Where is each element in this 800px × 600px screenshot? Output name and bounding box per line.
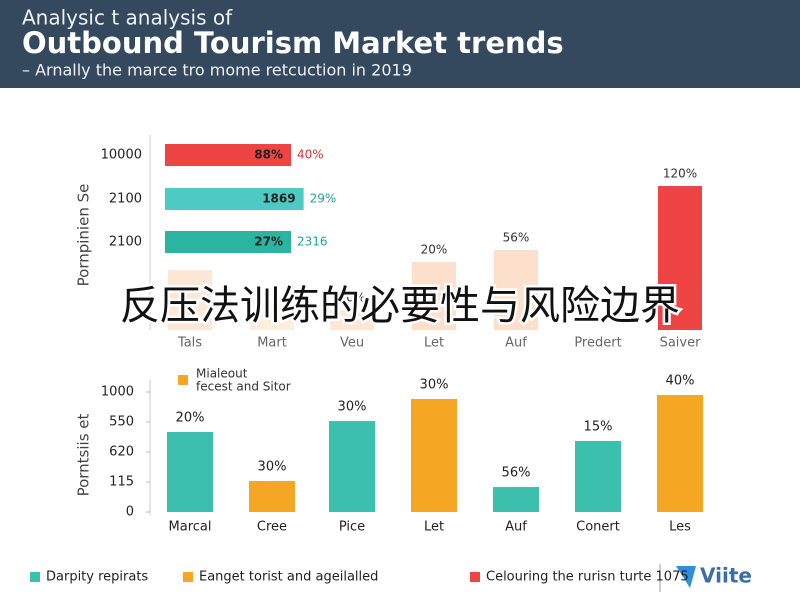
legend-label: fecest and Sitor [196, 380, 291, 394]
kicker: Analysic t analysis of [22, 6, 233, 30]
bar [411, 398, 457, 512]
bar [329, 421, 375, 512]
column [658, 186, 702, 330]
bar-label: 30% [258, 460, 287, 475]
legend-swatch [183, 572, 193, 582]
column [250, 300, 294, 330]
header-band [0, 0, 800, 88]
bar-outer-label: 2316 [297, 235, 328, 249]
bar-label: 56% [502, 466, 531, 481]
x-tick-label: Conert [576, 520, 620, 535]
row-label: 2100 [109, 192, 142, 207]
overlay-text: 反压法训练的必要性与风险边界 [120, 283, 680, 329]
bar [165, 144, 291, 166]
bar-label: 40% [666, 374, 695, 389]
y-tick-label: 550 [109, 415, 134, 430]
row-label: 10000 [101, 148, 142, 163]
column [168, 270, 212, 330]
y-tick-label: 0 [126, 505, 134, 520]
bar [167, 431, 213, 512]
y-axis-label: Pornpinien Se [75, 184, 93, 287]
legend-swatch [178, 375, 188, 385]
bar-label: 20% [176, 410, 205, 425]
legend-label: Darpity repirats [46, 570, 148, 585]
bar [493, 487, 539, 512]
bar [657, 395, 703, 512]
x-tick-label: Auf [505, 336, 527, 351]
legend-label: Mialeout [196, 367, 248, 381]
column [494, 250, 538, 330]
row-label: 2100 [109, 235, 142, 250]
x-tick-label: Tals [177, 336, 202, 351]
bar [165, 231, 291, 253]
column [412, 262, 456, 330]
logo: Viite [700, 564, 752, 588]
y-tick-label: 115 [109, 475, 134, 490]
bar-inner-label: 1869 [262, 192, 295, 206]
column-label: 20% [421, 243, 448, 257]
bar-outer-label: 29% [310, 192, 337, 206]
x-tick-label: Mart [257, 336, 287, 351]
legend-label: Celouring the rurisn turte 1075 [486, 570, 689, 585]
x-tick-label: Les [669, 520, 691, 535]
legend-swatch [470, 572, 480, 582]
x-tick-label: Saiver [660, 336, 702, 351]
x-tick-label: Marcal [169, 520, 212, 535]
x-tick-label: Cree [257, 520, 287, 535]
bar-label: 15% [584, 419, 613, 434]
column [330, 310, 374, 330]
x-tick-label: Auf [505, 520, 527, 535]
column-label: 56% [503, 231, 530, 245]
title: Outbound Tourism Market trends [22, 26, 564, 60]
x-tick-label: Let [424, 336, 444, 351]
legend-swatch [30, 572, 40, 582]
bar-inner-label: 88% [254, 148, 283, 162]
bar-label: 30% [420, 377, 449, 392]
y-axis-label: Porntsiis et [75, 413, 93, 496]
legend-label: Eanget torist and ageilalled [199, 570, 378, 585]
bar-inner-label: 27% [254, 235, 283, 249]
x-tick-label: Veu [340, 336, 364, 351]
column-label: 30% [339, 291, 366, 305]
bar [249, 481, 295, 512]
x-tick-label: Pice [339, 520, 365, 535]
y-tick-label: 620 [109, 445, 134, 460]
subtitle: – Arnally the marce tro mome retcuction … [22, 61, 412, 80]
y-tick-label: 1000 [101, 385, 134, 400]
bar-label: 30% [338, 400, 367, 415]
column-label: 120% [663, 167, 697, 181]
logo-icon [676, 566, 696, 588]
x-tick-label: Let [424, 520, 444, 535]
bar [575, 440, 621, 512]
x-tick-label: Predert [574, 336, 621, 351]
bar [165, 188, 304, 210]
bar-outer-label: 40% [297, 148, 324, 162]
